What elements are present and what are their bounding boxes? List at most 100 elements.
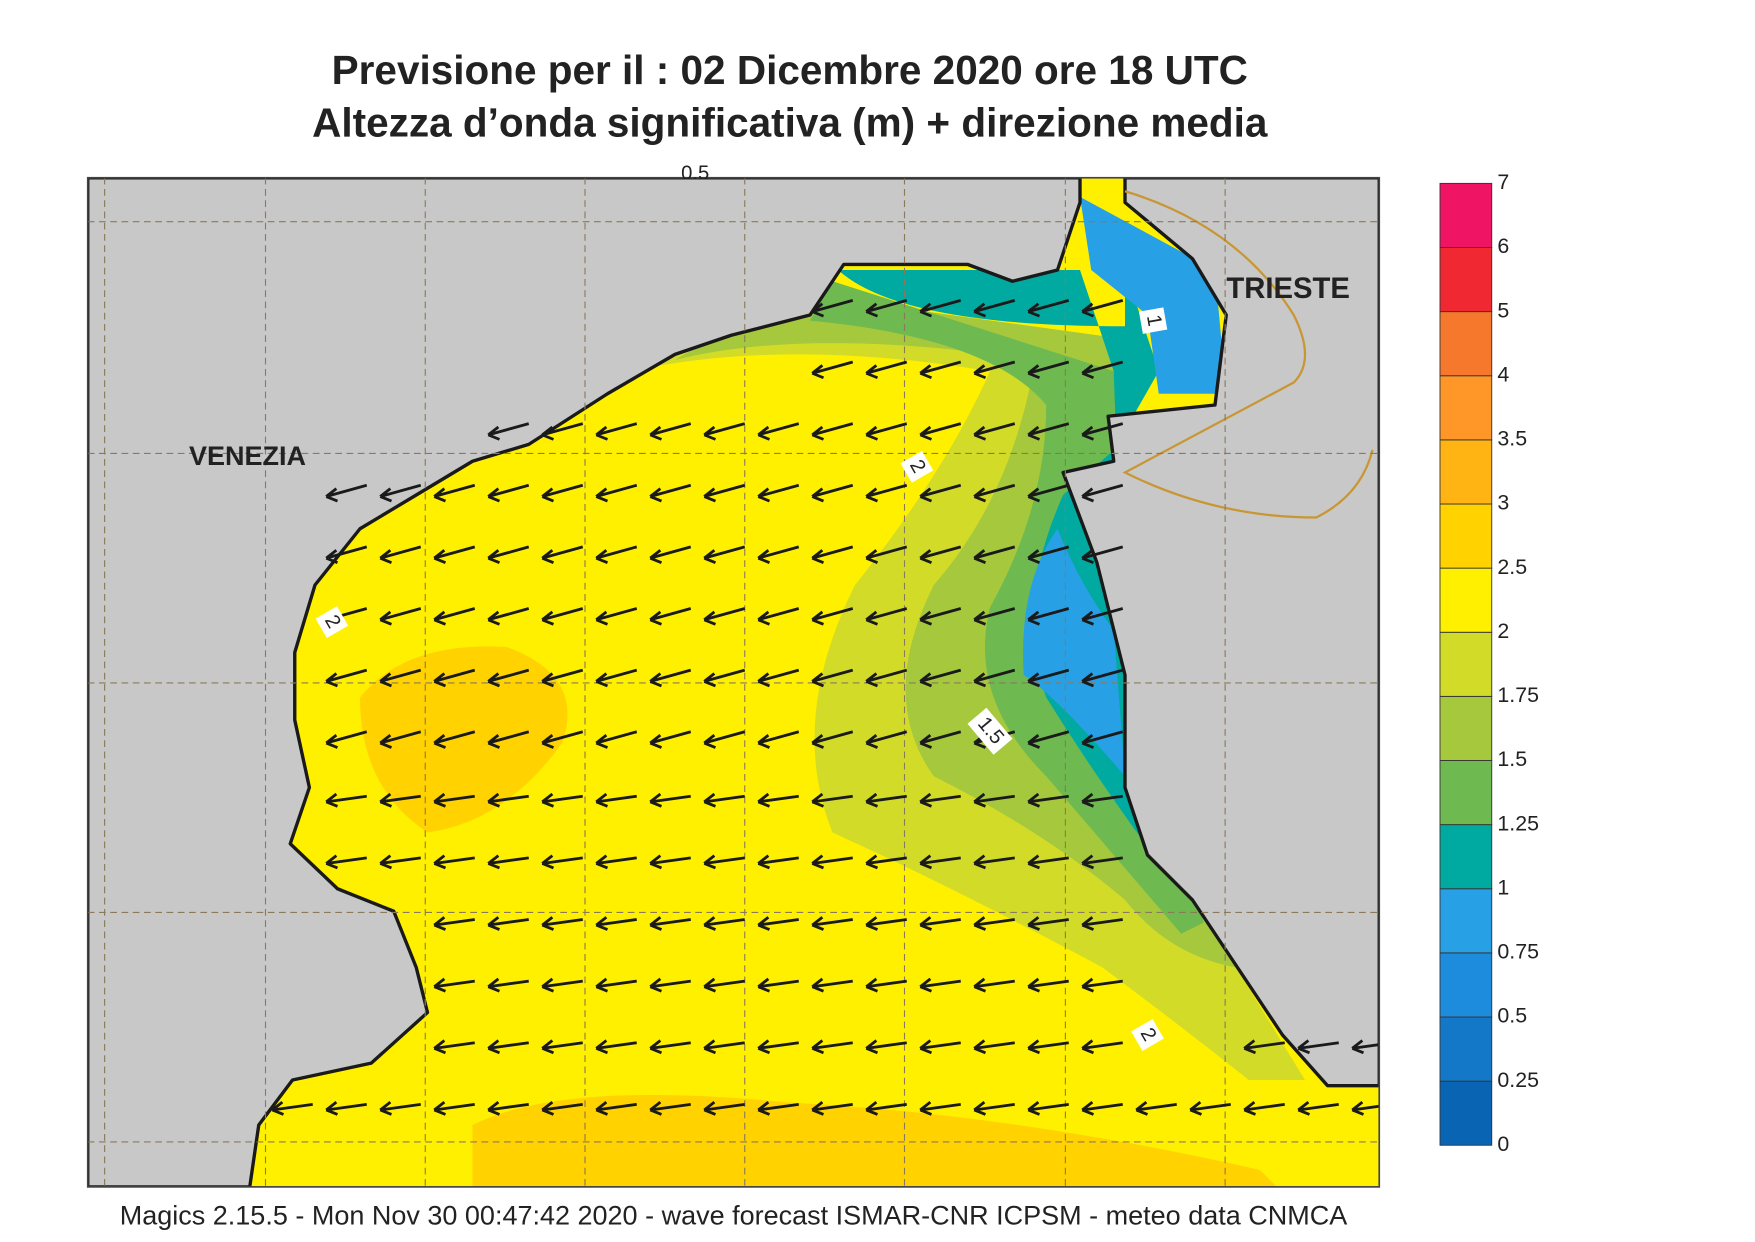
arrow <box>1027 668 1070 688</box>
land <box>1061 177 1380 1088</box>
arrow <box>757 854 799 870</box>
arrow <box>703 854 745 870</box>
legend-swatch <box>1439 952 1493 1018</box>
title-line-1: Previsione per il : 02 Dicembre 2020 ore… <box>332 47 1248 93</box>
legend-label: 0.25 <box>1497 1068 1539 1092</box>
arrow <box>811 545 854 564</box>
legend-label: 2.5 <box>1497 555 1527 579</box>
arrow <box>973 422 1016 441</box>
arrow <box>865 1100 907 1116</box>
arrow <box>865 1039 907 1055</box>
arrow <box>1081 977 1123 993</box>
arrow <box>1027 299 1070 318</box>
arrow <box>1189 1100 1231 1116</box>
arrow <box>703 545 746 564</box>
arrow <box>811 360 854 380</box>
footer: Magics 2.15.5 - Mon Nov 30 00:47:42 2020… <box>120 1200 1348 1230</box>
arrow <box>865 792 907 808</box>
arrow <box>1027 545 1070 564</box>
arrow <box>973 299 1016 318</box>
arrow <box>595 668 638 688</box>
arrow <box>1081 668 1124 688</box>
arrow <box>1351 1100 1380 1116</box>
arrow <box>649 1039 691 1055</box>
legend-label: 6 <box>1497 234 1509 258</box>
arrow <box>1081 299 1124 318</box>
arrow <box>379 730 422 749</box>
arrow <box>919 792 961 808</box>
arrow <box>1243 1039 1285 1055</box>
arrow <box>595 607 638 626</box>
arrow <box>703 916 745 931</box>
arrow <box>595 977 637 993</box>
legend-label: 1.25 <box>1497 811 1539 835</box>
legend-swatch <box>1439 439 1493 505</box>
arrow <box>1081 483 1124 503</box>
contour-label: 0.5 <box>681 163 709 185</box>
arrow <box>1135 1100 1177 1116</box>
title-line-2: Altezza d’onda significativa (m) + direz… <box>312 100 1268 146</box>
arrow <box>703 792 745 808</box>
legend-swatch <box>1439 503 1493 569</box>
arrow <box>973 792 1015 808</box>
arrow <box>919 360 962 380</box>
arrow <box>487 607 530 626</box>
arrow <box>757 1039 799 1055</box>
place-label: TRIESTE <box>1226 273 1350 305</box>
arrow <box>919 1039 961 1055</box>
arrow <box>649 1100 691 1116</box>
arrow <box>649 977 691 993</box>
arrow <box>649 607 692 626</box>
place-label: VENEZIA <box>189 441 306 471</box>
arrow <box>433 1039 475 1055</box>
arrow <box>1081 360 1124 380</box>
arrow <box>541 545 584 564</box>
arrow <box>757 792 799 808</box>
legend-label: 0.75 <box>1497 940 1539 964</box>
arrow <box>433 730 476 749</box>
arrow <box>433 854 475 870</box>
arrow <box>1027 792 1069 808</box>
arrow <box>919 483 962 503</box>
arrow <box>487 545 530 564</box>
arrow <box>325 1100 367 1116</box>
arrow <box>811 977 853 993</box>
arrow <box>487 916 529 931</box>
arrow <box>271 1100 313 1116</box>
arrow <box>703 607 746 626</box>
arrow <box>325 483 368 503</box>
arrow <box>703 977 745 993</box>
arrow <box>865 730 908 749</box>
arrow <box>973 607 1016 626</box>
arrow <box>757 483 800 503</box>
arrow <box>595 730 638 749</box>
arrow <box>1081 607 1124 626</box>
arrow <box>379 483 422 503</box>
arrow <box>757 1100 799 1116</box>
legend-label: 1.5 <box>1497 747 1527 771</box>
arrow <box>865 977 907 993</box>
arrow <box>973 854 1015 870</box>
legend-label: 0.5 <box>1497 1004 1527 1028</box>
arrow <box>541 607 584 626</box>
arrow <box>1027 607 1070 626</box>
arrow <box>919 668 962 688</box>
legend-swatch <box>1439 824 1493 890</box>
arrow <box>811 1100 853 1116</box>
arrow <box>1081 1100 1123 1116</box>
arrow <box>649 422 692 441</box>
arrow <box>811 916 853 931</box>
arrow <box>865 360 908 380</box>
legend-label: 0 <box>1497 1132 1509 1156</box>
arrow <box>541 730 584 749</box>
arrow <box>649 792 691 808</box>
arrow <box>919 854 961 870</box>
arrow <box>325 854 367 870</box>
arrow <box>919 730 962 749</box>
arrow <box>811 792 853 808</box>
arrow <box>433 977 475 993</box>
arrow <box>541 977 583 993</box>
arrow <box>811 483 854 503</box>
arrow <box>541 854 583 870</box>
arrow <box>487 1039 529 1055</box>
